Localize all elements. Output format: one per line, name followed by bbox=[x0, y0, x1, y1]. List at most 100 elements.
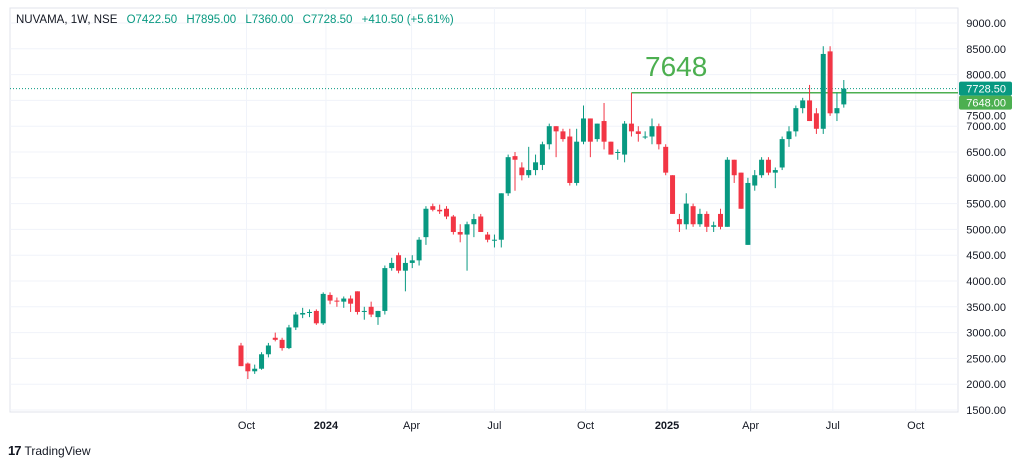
candle-body bbox=[245, 363, 251, 372]
candle-body bbox=[663, 146, 669, 173]
candle-body bbox=[841, 88, 847, 105]
candle-body bbox=[697, 213, 703, 225]
x-tick-label: 2024 bbox=[314, 420, 339, 432]
candle-body bbox=[546, 126, 552, 145]
level-price-badge bbox=[959, 95, 1012, 110]
level-price-label: 7648.00 bbox=[966, 98, 1006, 110]
candle-body bbox=[800, 100, 806, 109]
candle-body bbox=[293, 314, 299, 328]
candle-body bbox=[252, 368, 258, 372]
candle-body bbox=[491, 239, 497, 241]
candle-body bbox=[793, 108, 799, 132]
candle-body bbox=[341, 298, 347, 302]
candle-body bbox=[444, 208, 449, 217]
y-tick-label: 3000.00 bbox=[966, 328, 1006, 340]
candle-body bbox=[711, 225, 717, 227]
candle-body bbox=[416, 239, 422, 261]
candle-body bbox=[457, 231, 463, 235]
tradingview-logo-icon: 17 bbox=[8, 443, 22, 458]
candle-body bbox=[327, 294, 333, 301]
x-tick-label: Apr bbox=[403, 420, 420, 432]
candle-body bbox=[526, 170, 532, 176]
y-tick-label: 1500.00 bbox=[966, 405, 1006, 417]
candle-body bbox=[656, 126, 662, 145]
candle-body bbox=[601, 121, 607, 142]
y-tick-label: 5000.00 bbox=[966, 224, 1006, 236]
candle-body bbox=[718, 213, 723, 227]
level-annotation: 7648 bbox=[645, 51, 707, 82]
candle-body bbox=[649, 126, 655, 137]
candle-body bbox=[375, 310, 381, 318]
x-tick-label: Apr bbox=[742, 420, 759, 432]
candle-body bbox=[683, 203, 689, 225]
candle-body bbox=[615, 152, 621, 153]
candle-body bbox=[259, 354, 265, 369]
high-value: H7895.00 bbox=[186, 14, 237, 26]
y-tick-label: 8000.00 bbox=[966, 70, 1006, 82]
candle-body bbox=[745, 182, 751, 245]
x-tick-label: 2025 bbox=[655, 420, 679, 432]
y-tick-label: 7000.00 bbox=[966, 121, 1006, 133]
candle-body bbox=[272, 337, 278, 340]
candle-body bbox=[307, 311, 312, 313]
candle-body bbox=[704, 213, 710, 227]
last-price-badge bbox=[959, 81, 1012, 96]
candle-body bbox=[361, 310, 367, 312]
candle-body bbox=[437, 209, 443, 212]
y-tick-label: 6000.00 bbox=[966, 173, 1006, 185]
change-value: +410.50 (+5.61%) bbox=[361, 14, 454, 26]
candle-body bbox=[567, 136, 573, 183]
tradingview-logo-text: TradingView bbox=[24, 443, 91, 458]
open-value: O7422.50 bbox=[126, 14, 178, 26]
candle-body bbox=[786, 131, 792, 140]
candle-body bbox=[608, 141, 614, 155]
x-tick-label: Oct bbox=[238, 420, 255, 432]
last-price-label: 7728.50 bbox=[966, 84, 1006, 96]
candle-body bbox=[553, 126, 559, 132]
symbol-legend: NUVAMA, 1W, NSE O7422.50 H7895.00 L7360.… bbox=[16, 14, 460, 26]
candle-body bbox=[772, 170, 778, 173]
candle-body bbox=[320, 293, 326, 324]
candle-body bbox=[485, 234, 491, 240]
candle-body bbox=[286, 327, 292, 349]
candle-body bbox=[807, 100, 813, 122]
candle-body bbox=[402, 262, 408, 271]
x-tick-label: Oct bbox=[577, 420, 594, 432]
tradingview-logo[interactable]: 17 TradingView bbox=[8, 443, 91, 458]
candle-body bbox=[628, 123, 634, 132]
candle-body bbox=[368, 306, 374, 315]
candle-body bbox=[505, 157, 511, 194]
y-tick-label: 7500.00 bbox=[966, 111, 1006, 123]
candle-body bbox=[779, 139, 785, 168]
candle-body bbox=[834, 108, 840, 114]
candle-body bbox=[389, 262, 395, 269]
candle-body bbox=[450, 216, 456, 232]
y-tick-label: 2000.00 bbox=[966, 379, 1006, 391]
plot-frame bbox=[9, 7, 959, 413]
candle-body bbox=[382, 268, 388, 311]
candle-body bbox=[396, 255, 402, 271]
candle-body bbox=[635, 131, 641, 134]
y-tick-label: 5500.00 bbox=[966, 199, 1006, 211]
candle-body bbox=[471, 219, 477, 225]
close-value: C7728.50 bbox=[302, 14, 353, 26]
y-tick-label: 9000.00 bbox=[966, 18, 1006, 30]
candle-body bbox=[539, 144, 545, 165]
y-tick-label: 3500.00 bbox=[966, 302, 1006, 314]
candle-body bbox=[642, 136, 648, 138]
candle-body bbox=[738, 172, 744, 209]
candle-body bbox=[498, 193, 504, 240]
candle-body bbox=[676, 219, 682, 225]
candle-body bbox=[519, 167, 525, 176]
x-tick-label: Jul bbox=[826, 420, 840, 432]
x-tick-label: Jul bbox=[487, 420, 501, 432]
candle-body bbox=[731, 159, 737, 176]
candle-body bbox=[587, 118, 593, 142]
x-tick-label: Oct bbox=[907, 420, 924, 432]
candle-body bbox=[334, 300, 340, 302]
candle-body bbox=[354, 291, 360, 312]
candle-body bbox=[464, 224, 470, 235]
candle-body bbox=[348, 298, 354, 304]
candle-body bbox=[820, 53, 826, 129]
